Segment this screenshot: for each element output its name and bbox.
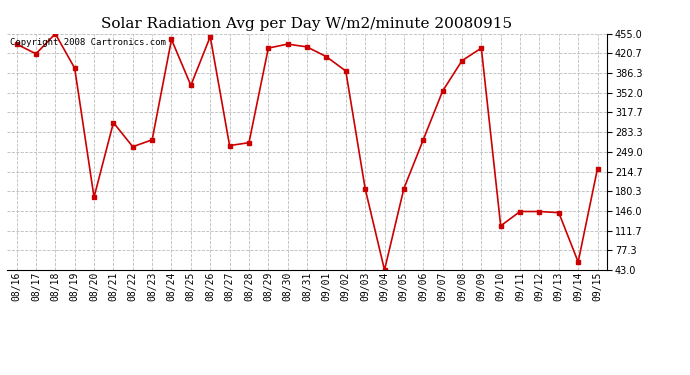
Text: Copyright 2008 Cartronics.com: Copyright 2008 Cartronics.com	[10, 39, 166, 48]
Title: Solar Radiation Avg per Day W/m2/minute 20080915: Solar Radiation Avg per Day W/m2/minute …	[101, 17, 513, 31]
